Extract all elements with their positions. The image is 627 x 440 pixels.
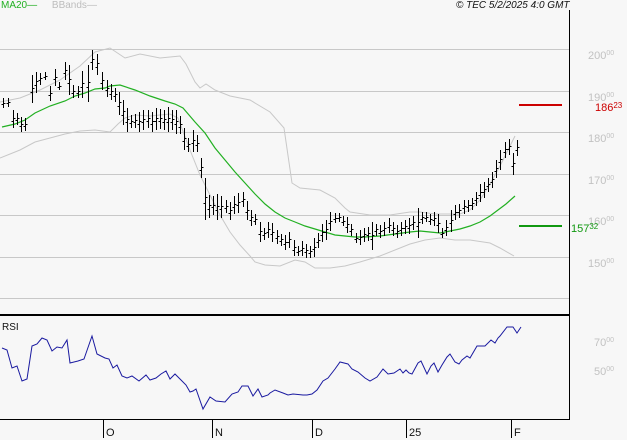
x-tick-label: F	[514, 427, 521, 439]
rsi-line	[1, 326, 522, 411]
price-axis-label: 16000	[588, 216, 615, 228]
ma20-line	[1, 84, 516, 238]
rsi-panel-title: RSI	[2, 322, 19, 333]
ohlc-bars	[1, 50, 520, 258]
price-axis-label: 19000	[588, 92, 615, 104]
x-tick-label: D	[315, 427, 323, 439]
price-axis-label: 20000	[588, 50, 615, 62]
copyright-timestamp: © TEC 5/2/2025 4:0 GMT	[456, 0, 570, 11]
legend-ma20: MA20—	[1, 0, 38, 11]
price-axis-label: 15000	[588, 258, 615, 270]
bband-lower	[0, 113, 515, 269]
x-tick-label: 25	[409, 427, 422, 439]
x-tick-label: N	[215, 427, 223, 439]
resistance-level-label: 18623	[595, 101, 623, 114]
price-gridlines	[0, 49, 569, 299]
chart-legend: MA20— BBands—	[1, 0, 97, 12]
x-tick-label: O	[106, 427, 115, 439]
price-axis-label: 18000	[588, 133, 615, 145]
legend-bbands: BBands—	[51, 0, 97, 11]
price-axis-label: 17000	[588, 175, 615, 187]
rsi-axis-label: 5000	[594, 366, 615, 378]
rsi-axis-label: 7000	[594, 337, 615, 349]
support-level-label: 15732	[571, 222, 599, 235]
